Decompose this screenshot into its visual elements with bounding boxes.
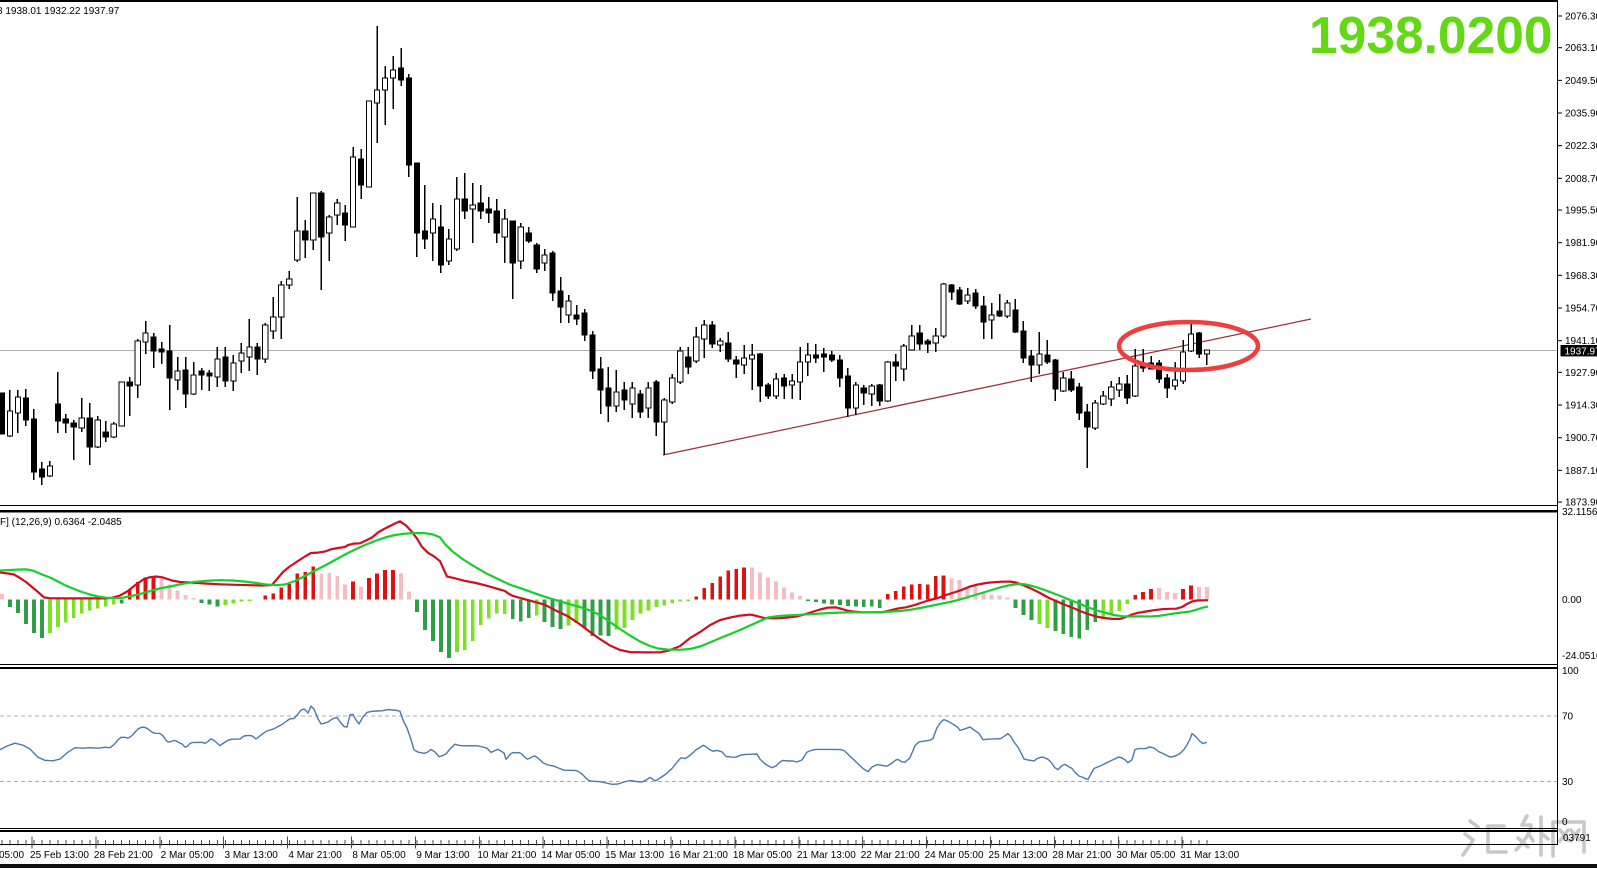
svg-text:03791: 03791 bbox=[1563, 833, 1591, 844]
svg-text:16 Mar 21:00: 16 Mar 21:00 bbox=[669, 850, 728, 861]
svg-text:100: 100 bbox=[1562, 666, 1579, 677]
svg-text:1937.97: 1937.97 bbox=[1565, 346, 1597, 357]
svg-text:28 Feb 21:00: 28 Feb 21:00 bbox=[94, 850, 153, 861]
svg-text:24 Mar 05:00: 24 Mar 05:00 bbox=[925, 850, 984, 861]
svg-text:14 Mar 05:00: 14 Mar 05:00 bbox=[541, 850, 600, 861]
svg-text:1873.90: 1873.90 bbox=[1565, 498, 1597, 509]
svg-text:25 Feb 13:00: 25 Feb 13:00 bbox=[30, 850, 89, 861]
svg-text:30 Mar 05:00: 30 Mar 05:00 bbox=[1116, 850, 1175, 861]
svg-text:1995.50: 1995.50 bbox=[1565, 206, 1597, 217]
svg-text:28 Mar 21:00: 28 Mar 21:00 bbox=[1052, 850, 1111, 861]
svg-text:1938.0200: 1938.0200 bbox=[1309, 6, 1552, 64]
svg-text:1900.70: 1900.70 bbox=[1565, 433, 1597, 444]
svg-text:30: 30 bbox=[1562, 777, 1574, 788]
svg-text:22 Mar 21:00: 22 Mar 21:00 bbox=[861, 850, 920, 861]
svg-text:70: 70 bbox=[1562, 712, 1574, 723]
svg-text:0.00: 0.00 bbox=[1562, 595, 1582, 606]
svg-text:2 Mar 05:00: 2 Mar 05:00 bbox=[161, 850, 215, 861]
svg-text:25 Mar 13:00: 25 Mar 13:00 bbox=[989, 850, 1048, 861]
svg-text:32.1156: 32.1156 bbox=[1562, 507, 1597, 518]
svg-text:1968.30: 1968.30 bbox=[1565, 271, 1597, 282]
svg-text:1927.90: 1927.90 bbox=[1565, 368, 1597, 379]
svg-text:2063.10: 2063.10 bbox=[1565, 43, 1597, 54]
svg-text:8 Mar 05:00: 8 Mar 05:00 bbox=[352, 850, 406, 861]
svg-text:9 Mar 13:00: 9 Mar 13:00 bbox=[416, 850, 470, 861]
svg-text:2035.90: 2035.90 bbox=[1565, 109, 1597, 120]
svg-text:1981.90: 1981.90 bbox=[1565, 238, 1597, 249]
svg-text:F] (12,26,9) 0.6364 -2.0485: F] (12,26,9) 0.6364 -2.0485 bbox=[0, 517, 122, 528]
svg-text:3 Mar 13:00: 3 Mar 13:00 bbox=[225, 850, 279, 861]
svg-text:18 Mar 05:00: 18 Mar 05:00 bbox=[733, 850, 792, 861]
svg-text:8 1938.01 1932.22 1937.97: 8 1938.01 1932.22 1937.97 bbox=[0, 6, 120, 17]
svg-text:1914.30: 1914.30 bbox=[1565, 401, 1597, 412]
svg-text:31 Mar 13:00: 31 Mar 13:00 bbox=[1180, 850, 1239, 861]
svg-text:1941.10: 1941.10 bbox=[1565, 336, 1597, 347]
svg-text:21 Mar 13:00: 21 Mar 13:00 bbox=[797, 850, 856, 861]
svg-text:2049.50: 2049.50 bbox=[1565, 76, 1597, 87]
svg-text:2008.70: 2008.70 bbox=[1565, 174, 1597, 185]
svg-text:1887.10: 1887.10 bbox=[1565, 466, 1597, 477]
svg-text:15 Mar 13:00: 15 Mar 13:00 bbox=[605, 850, 664, 861]
svg-text:10 Mar 21:00: 10 Mar 21:00 bbox=[477, 850, 536, 861]
svg-text:2022.30: 2022.30 bbox=[1565, 141, 1597, 152]
svg-text:1954.70: 1954.70 bbox=[1565, 304, 1597, 315]
svg-text:-24.0516: -24.0516 bbox=[1562, 651, 1597, 662]
svg-text:2076.30: 2076.30 bbox=[1565, 12, 1597, 23]
svg-text:4 Mar 21:00: 4 Mar 21:00 bbox=[288, 850, 342, 861]
svg-text:0: 0 bbox=[1562, 817, 1568, 828]
svg-text:05:00: 05:00 bbox=[0, 850, 24, 861]
